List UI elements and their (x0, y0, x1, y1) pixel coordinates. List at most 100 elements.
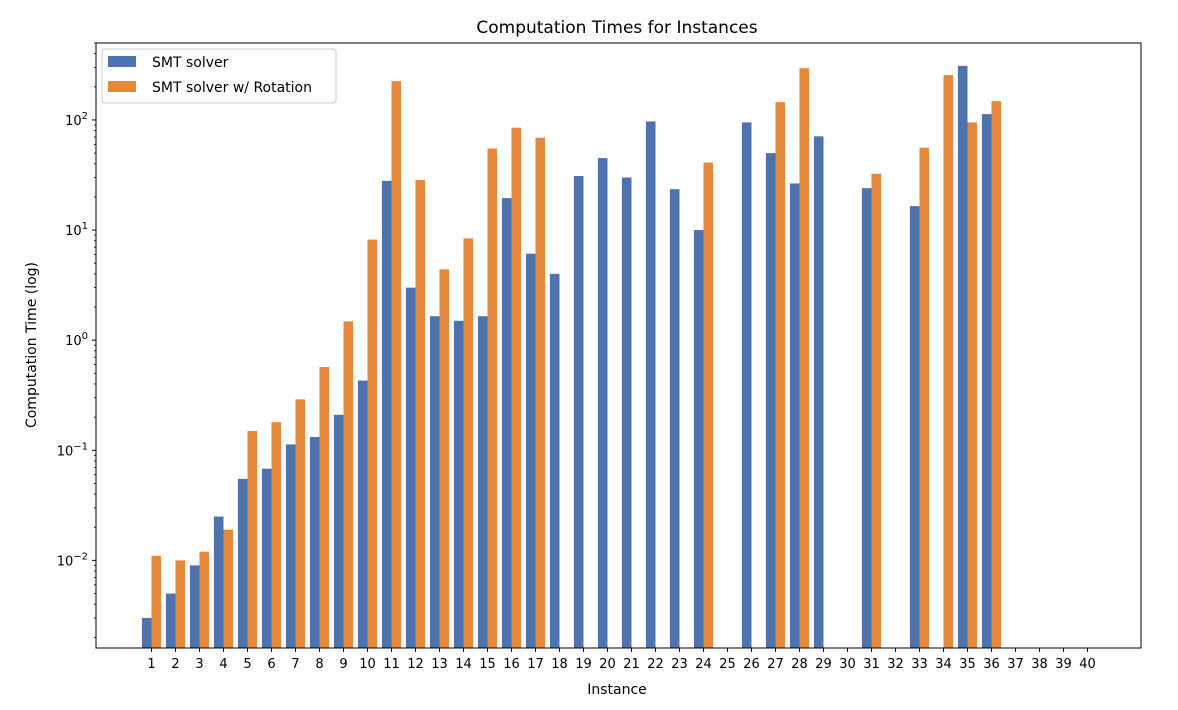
bar-series-1-instance-12 (415, 179, 426, 648)
bar-series-1-instance-6 (271, 422, 282, 648)
bar-series-0-instance-10 (357, 380, 368, 648)
bar-series-1-instance-14 (463, 238, 474, 649)
bar-series-0-instance-27 (765, 153, 776, 649)
x-tick-label: 17 (527, 657, 544, 672)
legend-label-smt-solver-rotation: SMT solver w/ Rotation (152, 80, 312, 96)
x-tick-label: 18 (551, 657, 568, 672)
x-tick-label: 23 (671, 657, 688, 672)
chart-title: Computation Times for Instances (476, 18, 757, 38)
bar-series-1-instance-10 (367, 239, 378, 649)
bar-series-0-instance-16 (501, 198, 512, 648)
bar-series-0-instance-14 (453, 320, 464, 648)
x-tick-label: 40 (1079, 657, 1096, 672)
bar-series-0-instance-4 (213, 516, 224, 648)
bar-series-0-instance-7 (285, 444, 296, 648)
bar-series-0-instance-28 (789, 183, 800, 648)
x-tick-label: 36 (983, 657, 1000, 672)
bar-series-1-instance-34 (943, 75, 954, 648)
x-tick-label: 7 (291, 657, 299, 672)
x-axis: 1 2 3 4 5 6 7 8 9 10 11 12 13 14 15 16 17 18 19 20 21 22 23 24 2… (147, 648, 1096, 672)
x-tick-label: 3 (195, 657, 203, 672)
x-tick-label: 29 (815, 657, 832, 672)
bar-series-1-instance-28 (799, 68, 810, 648)
y-tick-label: 100 (65, 331, 88, 349)
bar-series-0-instance-18 (549, 273, 560, 648)
x-tick-label: 28 (791, 657, 808, 672)
y-tick-label: 10−1 (57, 441, 88, 459)
y-tick-label: 102 (65, 111, 88, 129)
x-tick-label: 35 (959, 657, 976, 672)
bar-series-0-instance-2 (165, 593, 176, 648)
bar-series-0-instance-36 (981, 114, 992, 648)
bar-series-0-instance-33 (909, 206, 920, 648)
bar-series-0-instance-31 (861, 188, 872, 649)
bar-series-0-instance-6 (261, 468, 272, 648)
bar-series-0-instance-22 (645, 121, 656, 649)
x-tick-label: 33 (911, 657, 928, 672)
x-tick-label: 13 (431, 657, 448, 672)
x-tick-label: 24 (695, 657, 712, 672)
bar-series-1-instance-2 (175, 560, 186, 648)
x-tick-label: 11 (383, 657, 400, 672)
bar-series-1-instance-16 (511, 127, 522, 648)
x-tick-label: 19 (575, 657, 592, 672)
y-tick-label: 101 (65, 221, 88, 239)
x-tick-label: 8 (315, 657, 323, 672)
bar-series-1-instance-13 (439, 269, 450, 648)
bar-series-1-instance-31 (871, 173, 882, 649)
bar-series-1-instance-11 (391, 81, 402, 648)
bar-series-1-instance-3 (199, 551, 210, 648)
bar-series-1-instance-33 (919, 147, 930, 649)
y-tick-label: 10−2 (57, 551, 88, 569)
bar-series-0-instance-8 (309, 436, 320, 648)
bar-series-1-instance-27 (775, 102, 786, 648)
bar-series-1-instance-35 (967, 122, 978, 649)
x-tick-label: 22 (647, 657, 664, 672)
bar-series-0-instance-24 (693, 230, 704, 648)
bar-series-1-instance-24 (703, 162, 714, 648)
x-tick-label: 14 (455, 657, 472, 672)
bar-series-1-instance-9 (343, 321, 354, 648)
bar-series-0-instance-19 (573, 175, 584, 648)
legend-swatch-smt-solver-rotation (108, 81, 136, 92)
legend-label-smt-solver: SMT solver (152, 55, 229, 71)
bar-series-0-instance-11 (381, 180, 392, 648)
x-tick-label: 20 (599, 657, 616, 672)
bar-series-0-instance-35 (957, 65, 968, 648)
x-tick-label: 25 (719, 657, 736, 672)
x-axis-label: Instance (587, 682, 647, 698)
bar-series-0-instance-17 (525, 253, 536, 649)
x-tick-label: 15 (479, 657, 496, 672)
x-tick-label: 31 (863, 657, 880, 672)
x-tick-label: 27 (767, 657, 784, 672)
x-tick-label: 32 (887, 657, 904, 672)
bar-series-1-instance-1 (151, 555, 162, 648)
bar-series-0-instance-5 (237, 478, 248, 648)
bar-series-0-instance-15 (477, 316, 488, 648)
bar-series-0-instance-3 (189, 565, 200, 648)
x-tick-label: 26 (743, 657, 760, 672)
bar-series-0-instance-20 (597, 158, 608, 648)
legend: SMT solver SMT solver w/ Rotation (101, 48, 337, 104)
x-tick-label: 1 (147, 657, 155, 672)
x-tick-label: 4 (219, 657, 227, 672)
y-axis-label: Computation Time (log) (24, 262, 40, 428)
bar-series-1-instance-36 (991, 101, 1002, 649)
x-tick-label: 2 (171, 657, 179, 672)
x-tick-label: 21 (623, 657, 640, 672)
bar-series-0-instance-13 (429, 316, 440, 648)
bar-series-0-instance-1 (141, 617, 152, 648)
bar-series-0-instance-9 (333, 414, 344, 648)
x-tick-label: 10 (359, 657, 376, 672)
bar-series-1-instance-15 (487, 148, 498, 648)
bar-series-1-instance-7 (295, 399, 306, 648)
x-tick-label: 6 (267, 657, 275, 672)
x-tick-label: 9 (339, 657, 347, 672)
bar-series-0-instance-26 (741, 122, 752, 649)
x-tick-label: 30 (839, 657, 856, 672)
x-tick-label: 5 (243, 657, 251, 672)
x-tick-label: 39 (1055, 657, 1072, 672)
x-tick-label: 38 (1031, 657, 1048, 672)
bar-series-0-instance-29 (813, 136, 824, 648)
